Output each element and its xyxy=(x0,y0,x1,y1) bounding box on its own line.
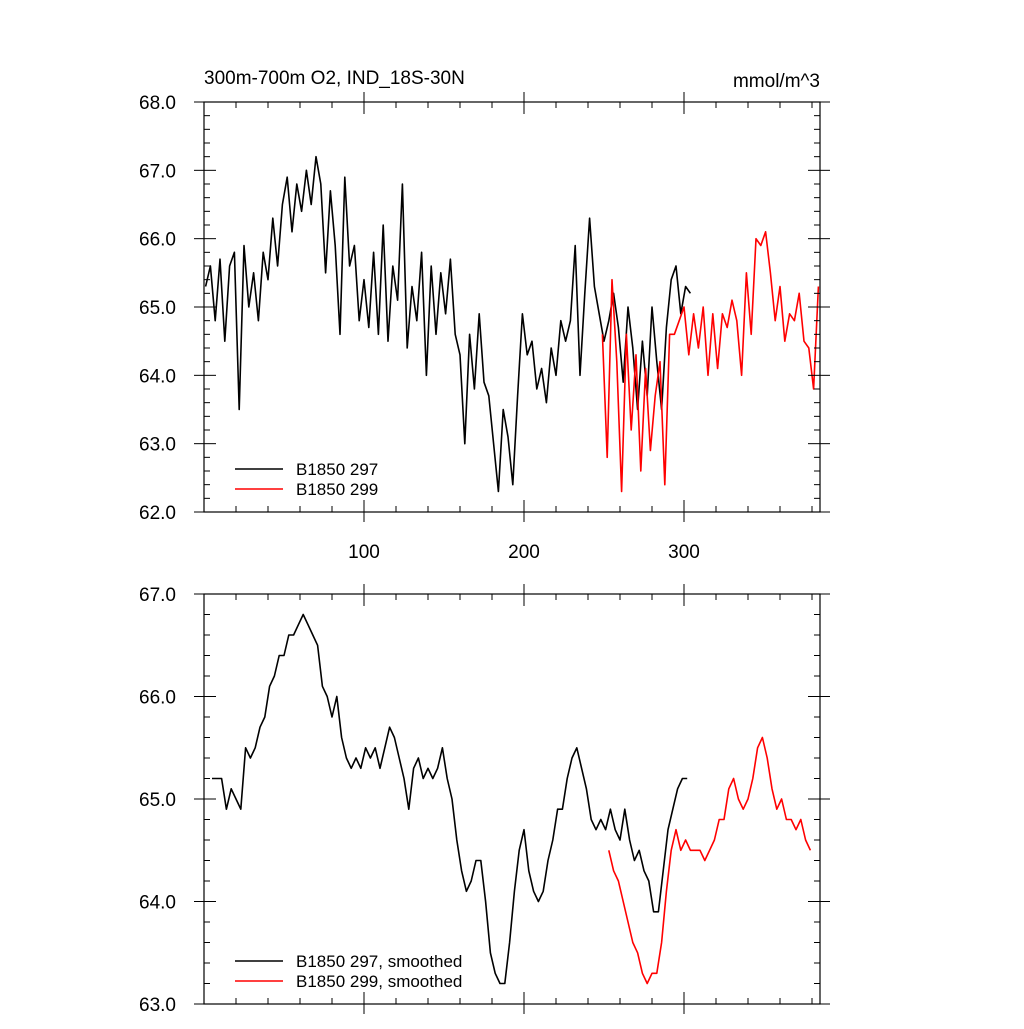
y-tick-label: 63.0 xyxy=(139,435,176,456)
series-line-0-1 xyxy=(601,231,820,493)
series-line-1-1 xyxy=(608,736,812,985)
y-tick-label: 68.0 xyxy=(139,93,176,114)
y-tick-label: 66.0 xyxy=(139,688,176,709)
y-tick-label: 63.0 xyxy=(139,995,176,1016)
legend-label: B1850 297, smoothed xyxy=(296,952,462,971)
y-tick-label: 64.0 xyxy=(139,893,176,914)
legend-label: B1850 299, smoothed xyxy=(296,972,462,991)
y-tick-label: 67.0 xyxy=(139,585,176,606)
x-tick-label: 100 xyxy=(348,542,380,563)
y-tick-label: 65.0 xyxy=(139,790,176,811)
units-label: mmol/m^3 xyxy=(733,71,820,92)
series-line-1-0 xyxy=(212,613,688,985)
bottom-panel: 63.0 64.0 65.0 66.0 67.0 B1850 297, smoothedB… xyxy=(139,584,830,1016)
y-tick-label: 65.0 xyxy=(139,298,176,319)
y-tick-label: 66.0 xyxy=(139,230,176,251)
y-tick-label: 62.0 xyxy=(139,503,176,524)
x-tick-label: 300 xyxy=(668,542,700,563)
series-line-0-0 xyxy=(204,155,692,493)
legend-label: B1850 297 xyxy=(296,460,378,479)
plot-frame xyxy=(203,101,821,513)
y-tick-label: 64.0 xyxy=(139,366,176,387)
y-tick-label: 67.0 xyxy=(139,161,176,182)
legend-label: B1850 299 xyxy=(296,480,378,499)
x-tick-label: 200 xyxy=(508,542,540,563)
top-panel: 100 200 300 62.0 63.0 64.0 65.0 66.0 67.0 68.0 B18… xyxy=(139,92,830,563)
chart-title: 300m-700m O2, IND_18S-30N xyxy=(204,68,465,89)
